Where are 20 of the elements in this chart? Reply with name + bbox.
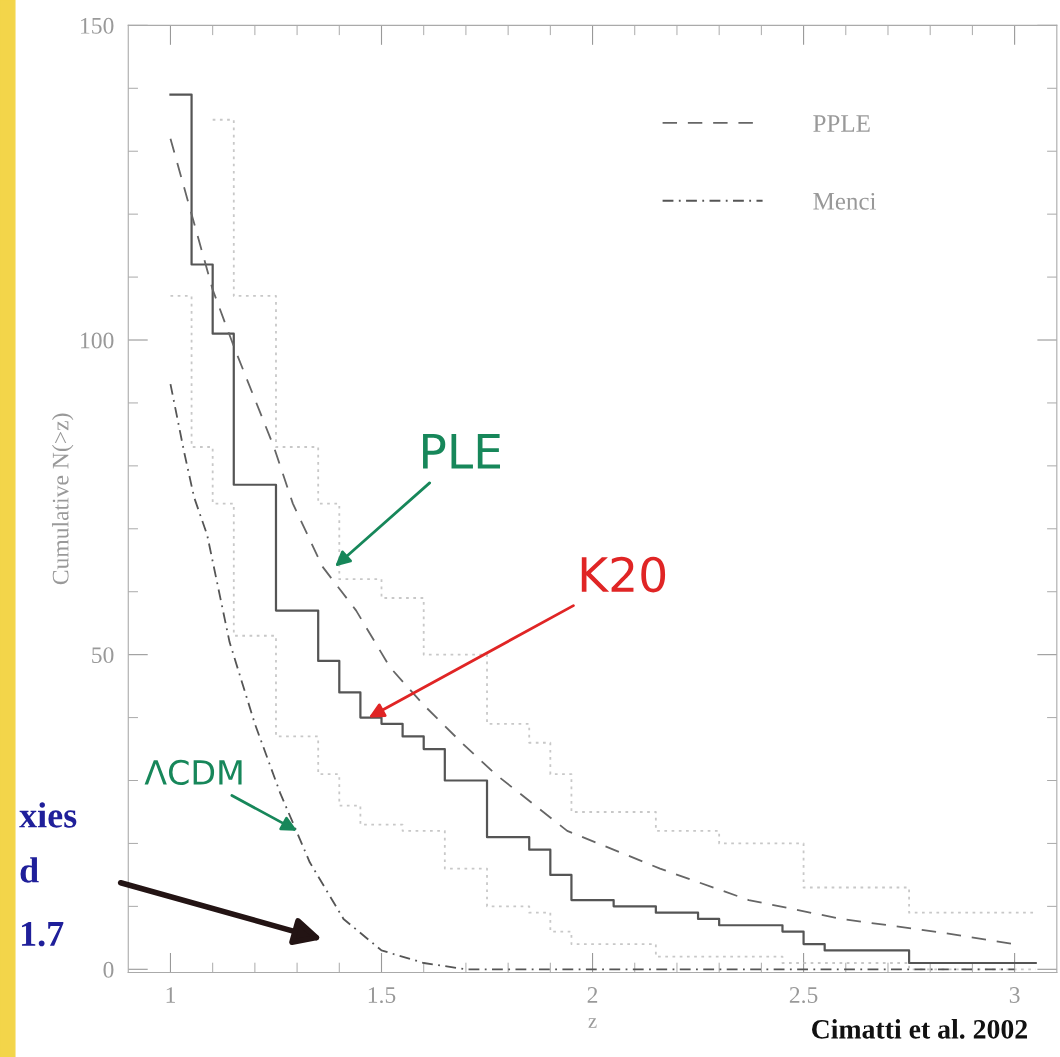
y-tick-label: 0 — [103, 961, 114, 978]
x-tick-label: 1.5 — [368, 987, 396, 1004]
y-tick-label: 100 — [81, 332, 114, 349]
text: Cimatti et al. 2002 — [812, 1019, 1028, 1039]
annotation: PLE — [423, 434, 501, 469]
legend-label: PPLE — [813, 115, 870, 132]
legend-label: Menci — [813, 192, 876, 210]
x-tick-label: 3 — [1009, 987, 1020, 1003]
text: d — [20, 857, 39, 883]
x-tick-label: 1 — [166, 987, 175, 1003]
y-tick-label: 50 — [92, 647, 114, 664]
x-axis-title: z — [588, 1018, 597, 1028]
y-tick-label: 150 — [81, 17, 114, 34]
x-tick-label: 2.5 — [789, 987, 818, 1004]
text: 1.7 — [21, 921, 64, 947]
y-axis-title: Cumulative N(>z) — [51, 413, 74, 585]
x-tick-label: 2 — [587, 987, 598, 1003]
annotation: K20 — [581, 556, 666, 593]
text: xies — [19, 802, 77, 828]
annotation: ΛCDM — [144, 759, 242, 785]
